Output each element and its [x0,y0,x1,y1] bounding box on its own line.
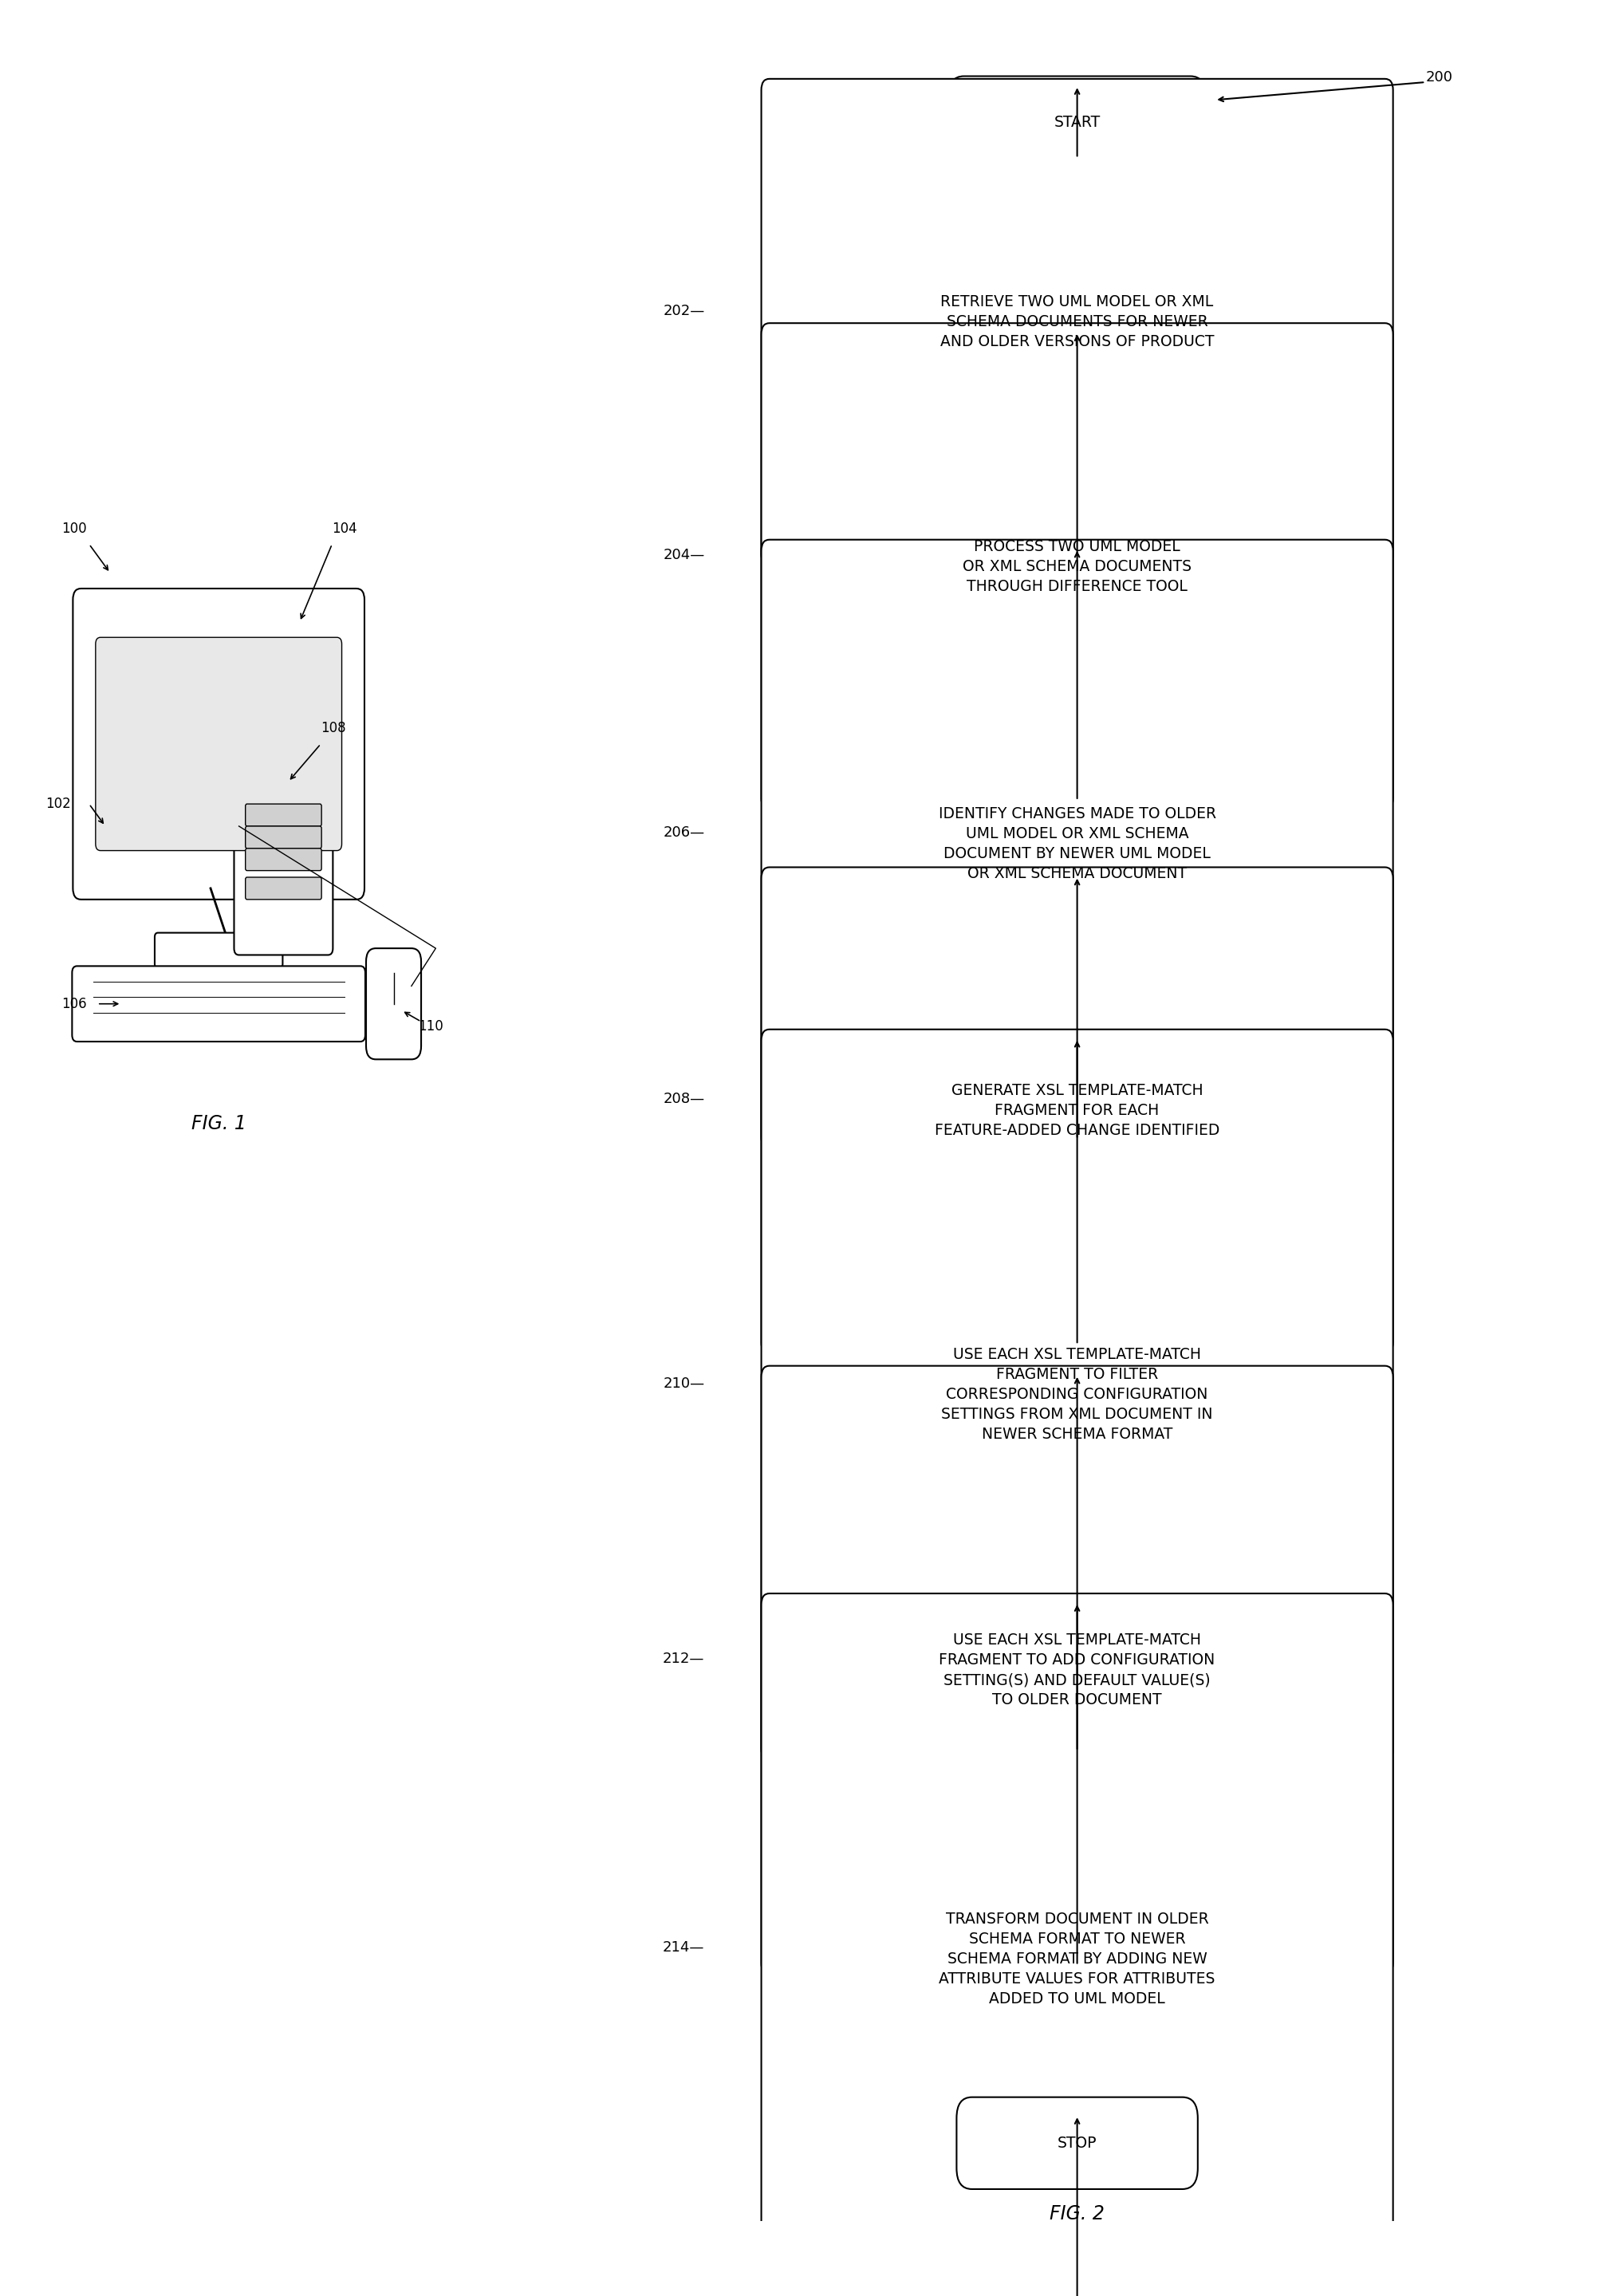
Text: 100: 100 [62,521,87,535]
FancyBboxPatch shape [761,1029,1392,1761]
Text: 200: 200 [1425,71,1452,85]
Text: 110: 110 [418,1019,444,1033]
Text: 212—: 212— [662,1651,704,1667]
Text: USE EACH XSL TEMPLATE-MATCH
FRAGMENT TO FILTER
CORRESPONDING CONFIGURATION
SETTI: USE EACH XSL TEMPLATE-MATCH FRAGMENT TO … [941,1348,1213,1442]
FancyBboxPatch shape [246,847,321,870]
FancyBboxPatch shape [96,638,342,850]
FancyBboxPatch shape [957,2096,1196,2188]
Text: 102: 102 [45,797,71,810]
FancyBboxPatch shape [761,324,1392,810]
Text: 204—: 204— [662,549,704,563]
FancyBboxPatch shape [761,1593,1392,2296]
FancyBboxPatch shape [246,877,321,900]
FancyBboxPatch shape [761,78,1392,565]
FancyBboxPatch shape [154,932,282,969]
Text: 108: 108 [321,721,346,735]
Text: 214—: 214— [662,1940,704,1954]
Text: 106: 106 [62,996,87,1010]
Text: FIG. 2: FIG. 2 [1049,2204,1104,2225]
FancyBboxPatch shape [246,804,321,827]
FancyBboxPatch shape [233,742,334,955]
Text: USE EACH XSL TEMPLATE-MATCH
FRAGMENT TO ADD CONFIGURATION
SETTING(S) AND DEFAULT: USE EACH XSL TEMPLATE-MATCH FRAGMENT TO … [939,1632,1214,1708]
Text: FIG. 1: FIG. 1 [191,1114,246,1134]
Text: 210—: 210— [662,1375,704,1391]
Text: 206—: 206— [662,827,704,840]
Text: STOP: STOP [1057,2135,1096,2151]
FancyBboxPatch shape [246,827,321,847]
FancyBboxPatch shape [73,967,364,1042]
Text: PROCESS TWO UML MODEL
OR XML SCHEMA DOCUMENTS
THROUGH DIFFERENCE TOOL: PROCESS TWO UML MODEL OR XML SCHEMA DOCU… [962,540,1192,595]
FancyBboxPatch shape [761,1366,1392,1975]
FancyBboxPatch shape [73,588,364,900]
FancyBboxPatch shape [949,76,1205,168]
Text: TRANSFORM DOCUMENT IN OLDER
SCHEMA FORMAT TO NEWER
SCHEMA FORMAT BY ADDING NEW
A: TRANSFORM DOCUMENT IN OLDER SCHEMA FORMA… [939,1910,1214,2007]
Text: START: START [1054,115,1099,129]
FancyBboxPatch shape [366,948,421,1058]
Text: GENERATE XSL TEMPLATE-MATCH
FRAGMENT FOR EACH
FEATURE-ADDED CHANGE IDENTIFIED: GENERATE XSL TEMPLATE-MATCH FRAGMENT FOR… [934,1084,1219,1139]
FancyBboxPatch shape [761,868,1392,1355]
Text: RETRIEVE TWO UML MODEL OR XML
SCHEMA DOCUMENTS FOR NEWER
AND OLDER VERSIONS OF P: RETRIEVE TWO UML MODEL OR XML SCHEMA DOC… [939,294,1214,349]
Text: 208—: 208— [662,1093,704,1107]
Text: 104: 104 [332,521,358,535]
Text: IDENTIFY CHANGES MADE TO OLDER
UML MODEL OR XML SCHEMA
DOCUMENT BY NEWER UML MOD: IDENTIFY CHANGES MADE TO OLDER UML MODEL… [937,806,1216,882]
Text: 202—: 202— [662,303,704,319]
FancyBboxPatch shape [761,540,1392,1148]
